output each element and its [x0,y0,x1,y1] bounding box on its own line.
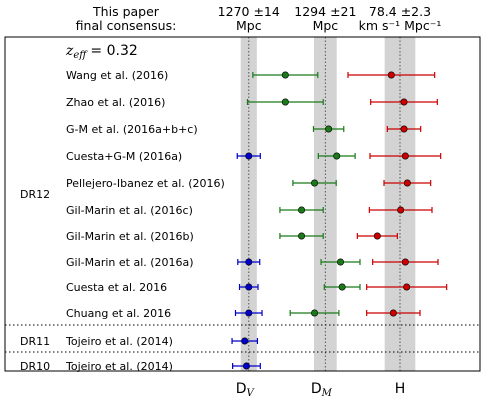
data-point-h [401,152,409,160]
errorbar-h [366,309,421,317]
data-point-dv [245,309,253,317]
row-label: Wang et al. (2016) [66,69,168,82]
data-point-dm [298,232,306,240]
axis-symbol: D [311,381,322,397]
data-point-dv [245,152,253,160]
consensus-value-dm: 1294 ±21 [294,4,356,19]
errorbar-dv [234,309,263,317]
row-label: Pellejero-Ibanez et al. (2016) [66,177,225,190]
row-label: Chuang et al. 2016 [66,307,171,320]
errorbar-h [370,98,438,106]
data-point-dv [241,337,249,345]
data-point-dm [325,125,333,133]
plot-frame [4,36,481,372]
axis-label-dv: DV [236,381,256,399]
errorbar-dv [236,152,261,160]
row-label: Tojeiro et al. (2014) [65,335,173,348]
data-point-dm [281,71,289,79]
errorbar-h [356,232,398,240]
errorbar-dv [231,337,259,345]
data-point-dv [245,283,253,291]
data-point-dv [245,258,253,266]
measurement-marks [231,71,448,370]
errorbar-dm [279,232,324,240]
data-point-h [403,283,411,291]
errorbar-h [383,179,432,187]
consensus-band-h [384,37,416,371]
data-point-h [403,179,411,187]
data-point-dm [337,258,345,266]
data-point-dv [242,362,250,370]
zeff-annotation: zeff = 0.32 [65,43,138,61]
consensus-unit-dm: Mpc [313,18,339,33]
errorbar-dm [289,309,340,317]
data-point-h [397,206,405,214]
data-point-dm [298,206,306,214]
axis-symbol: H [395,381,406,397]
errorbar-dm [323,283,361,291]
errorbar-dv [232,362,261,370]
header-left-line2: final consensus: [76,18,177,33]
axis-subscript: M [321,388,333,399]
row-label: Gil-Marin et al. (2016b) [66,230,194,243]
data-point-dm [281,98,289,106]
errorbar-dm [279,206,324,214]
data-point-h [387,71,395,79]
row-label: G-M et al. (2016a+b+c) [66,123,198,136]
data-point-h [400,125,408,133]
row-label: Gil-Marin et al. (2016a) [66,256,194,269]
consensus-unit-dv: Mpc [236,18,262,33]
errorbar-h [386,125,422,133]
errorbar-h [369,152,442,160]
data-point-h [373,232,381,240]
errorbar-dm [317,152,356,160]
errorbar-dm [320,258,361,266]
data-point-dm [311,309,319,317]
row-label: Tojeiro et al. (2014) [65,360,173,373]
row-label: Cuesta et al. 2016 [66,281,167,294]
study-rows: Wang et al. (2016) Zhao et al. (2016) G-M … [5,69,480,373]
group-label-dr10: DR10 [20,360,50,373]
axis-symbol: D [236,381,247,397]
row-label: Zhao et al. (2016) [66,96,165,109]
consensus-value-h: 78.4 ±2.3 [369,4,431,19]
data-point-dm [311,179,319,187]
errorbar-h [366,283,448,291]
row-label: Cuesta+G-M (2016a) [66,150,182,163]
errorbar-h [368,206,433,214]
data-point-dm [338,283,346,291]
errorbar-dm [252,71,319,79]
consensus-value-dv: 1270 ±14 [218,4,280,19]
data-point-dm [333,152,341,160]
axis-label-h: H [395,381,406,397]
errorbar-h [347,71,436,79]
errorbar-h [372,258,439,266]
zeff-subscript: eff [73,50,88,61]
errorbar-dm [312,125,345,133]
errorbar-dv [238,283,259,291]
row-label: Gil-Marin et al. (2016c) [66,204,193,217]
errorbar-dm [292,179,337,187]
data-point-h [389,309,397,317]
header-left-line1: This paper [92,4,160,19]
zeff-value: = 0.32 [90,43,137,59]
data-point-h [400,98,408,106]
consensus-unit-h: km s⁻¹ Mpc⁻¹ [359,18,442,33]
errorbar-dm [246,98,324,106]
group-label-dr12: DR12 [20,188,50,201]
group-label-dr11: DR11 [20,335,50,348]
errorbar-dv [237,258,261,266]
zeff-symbol: z [65,43,74,59]
data-point-h [401,258,409,266]
release-groups: DR12 DR11 DR10 [20,188,50,373]
consensus-bands [240,37,416,371]
axis-label-dm: DM [311,381,333,399]
axis-labels: DV DM H [236,381,406,399]
axis-subscript: V [247,388,256,399]
